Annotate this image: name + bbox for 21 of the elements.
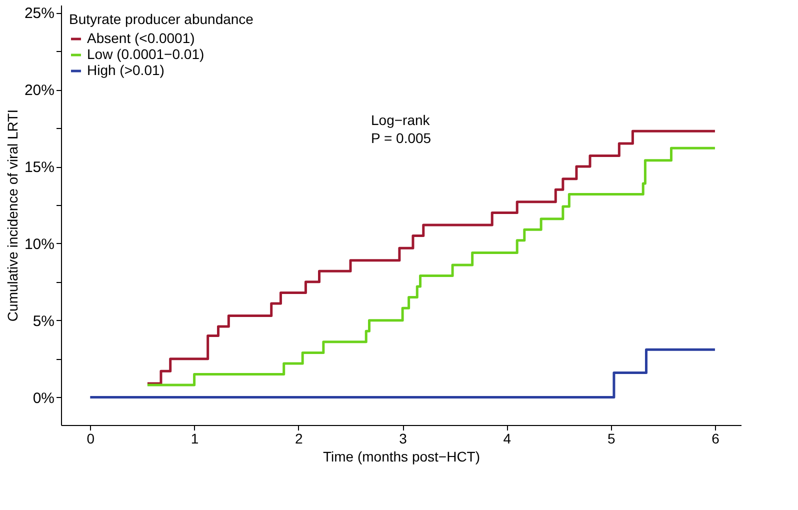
y-tick-label: 5% [32, 312, 54, 330]
y-tick-label: 25% [24, 5, 54, 22]
x-tick-label: 6 [712, 430, 720, 446]
y-axis-title: Cumulative incidence of viral LRTI [4, 109, 20, 322]
x-tick-label: 0 [86, 430, 95, 446]
annotation: Log−rank [371, 112, 431, 128]
x-tick-label: 5 [607, 430, 616, 446]
legend-label: Absent (<0.0001) [87, 30, 195, 46]
legend-title: Butyrate producer abundance [69, 11, 254, 27]
x-tick-label: 1 [190, 430, 199, 446]
y-tick-label: 20% [24, 82, 54, 100]
x-tick-label: 4 [503, 430, 512, 446]
x-tick-label: 3 [399, 430, 408, 446]
y-tick-label: 0% [32, 390, 54, 407]
legend-label: High (>0.01) [87, 62, 164, 78]
legend-label: Low (0.0001−0.01) [87, 46, 204, 62]
y-tick-label: 10% [24, 236, 54, 253]
y-tick-label: 15% [24, 159, 54, 176]
x-tick-label: 2 [295, 430, 304, 446]
annotation: P = 0.005 [371, 130, 432, 146]
x-axis-title: Time (months post−HCT) [322, 448, 480, 464]
